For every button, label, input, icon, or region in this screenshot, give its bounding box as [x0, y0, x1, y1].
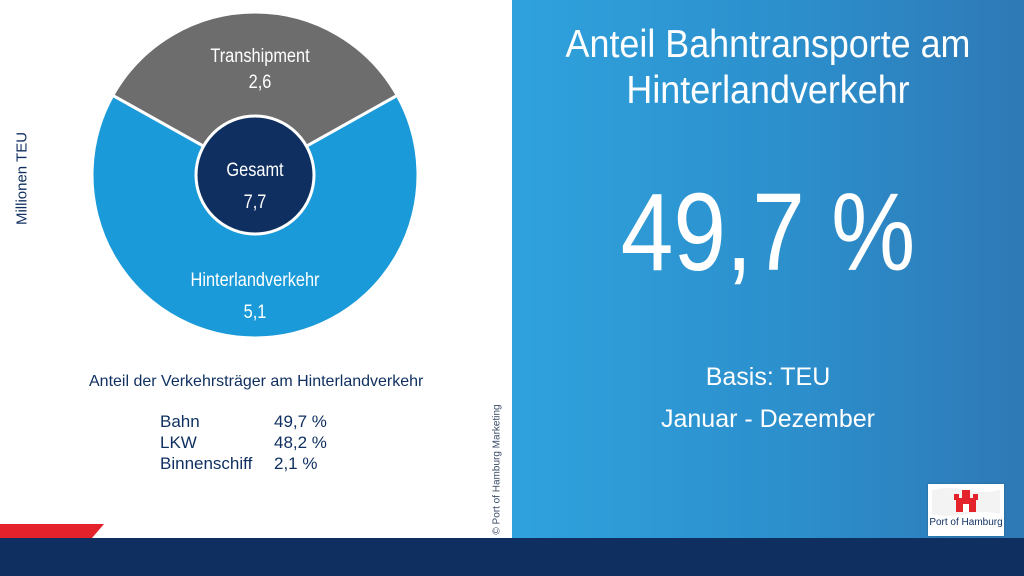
pie-center-total	[194, 114, 316, 236]
transhipment-label-text: Transhipment	[210, 46, 310, 67]
bottom-bar	[0, 538, 1024, 576]
mode-name: Binnenschiff	[160, 454, 253, 473]
total-label-text: Gesamt	[226, 160, 284, 181]
basis-note: Basis: TEU	[705, 363, 831, 391]
page-title: Anteil Bahntransporte am Hinterlandverke…	[532, 22, 1003, 114]
transhipment-label: Transhipment 2,6	[204, 44, 316, 95]
page-title-line-2: Hinterlandverkehr	[626, 69, 910, 112]
mode-name: Bahn	[160, 412, 200, 431]
hamburg-coat-of-arms-icon	[932, 488, 1000, 516]
table-row: Bahn 49,7 %	[160, 412, 327, 433]
mode-share: 48,2 %	[274, 433, 327, 452]
table-row: LKW 48,2 %	[160, 433, 327, 454]
mode-share: 2,1 %	[274, 454, 318, 473]
copyright-text: © Port of Hamburg Marketing	[491, 404, 503, 535]
modal-split-table: Bahn 49,7 % LKW 48,2 % Binnenschiff 2,1 …	[160, 412, 327, 475]
donut-chart	[90, 10, 420, 340]
port-of-hamburg-logo: Port of Hamburg	[928, 484, 1004, 536]
left-panel: Millionen TEU Transhipment 2,6 Gesamt 7,…	[0, 0, 512, 538]
transhipment-value: 2,6	[248, 71, 272, 93]
modal-split-title: Anteil der Verkehrsträger am Hinterlandv…	[89, 373, 424, 390]
mode-name: LKW	[160, 433, 197, 452]
hinterland-value: 5,1	[243, 301, 267, 323]
mode-share: 49,7 %	[274, 412, 327, 431]
red-accent-stripe	[0, 524, 104, 538]
kpi-value: 49,7 %	[620, 171, 916, 294]
hinterland-label-text: Hinterlandverkehr	[190, 270, 320, 291]
right-panel	[512, 0, 1024, 538]
total-label: Gesamt 7,7	[212, 158, 298, 215]
page-title-line-1: Anteil Bahntransporte am	[565, 23, 971, 66]
period-note: Januar - Dezember	[661, 405, 875, 433]
table-row: Binnenschiff 2,1 %	[160, 454, 327, 475]
hinterland-label: Hinterlandverkehr 5,1	[182, 268, 328, 325]
logo-text: Port of Hamburg	[929, 517, 1003, 528]
total-value: 7,7	[243, 191, 267, 213]
